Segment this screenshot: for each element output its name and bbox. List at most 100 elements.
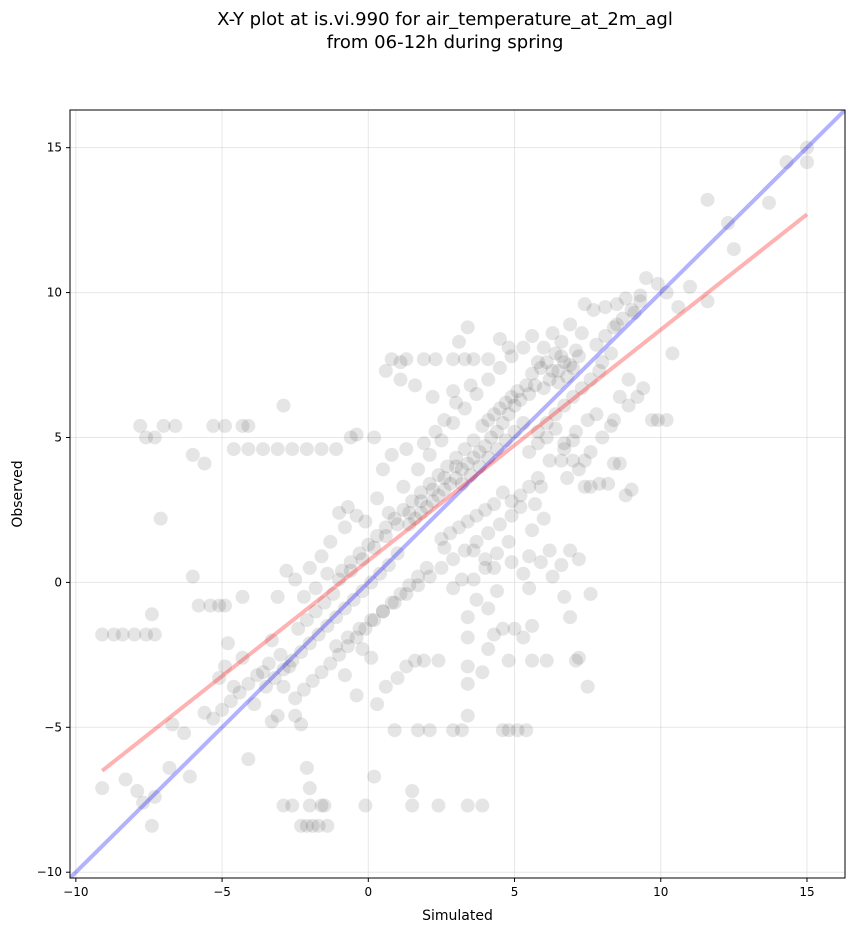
data-point <box>402 505 417 520</box>
data-point <box>402 578 417 593</box>
data-point <box>203 598 218 613</box>
data-point <box>460 659 475 674</box>
data-point <box>472 459 487 474</box>
data-point <box>577 297 592 312</box>
data-point <box>466 572 481 587</box>
data-point <box>525 653 540 668</box>
data-point <box>390 671 405 686</box>
data-point <box>405 494 420 509</box>
data-point <box>405 784 420 799</box>
data-point <box>595 355 610 370</box>
data-point <box>659 285 674 300</box>
data-point <box>463 468 478 483</box>
data-point <box>337 668 352 683</box>
data-point <box>554 558 569 573</box>
scatter-points <box>95 140 814 833</box>
data-point <box>454 723 469 738</box>
data-point <box>522 479 537 494</box>
chart-title-line-1: X-Y plot at is.vi.990 for air_temperatur… <box>217 9 673 30</box>
data-point <box>492 360 507 375</box>
data-point <box>472 444 487 459</box>
data-point <box>446 384 461 399</box>
data-point <box>402 517 417 532</box>
data-point <box>639 271 654 286</box>
data-point <box>481 526 496 541</box>
data-point <box>218 659 232 674</box>
data-point <box>381 505 396 520</box>
data-point <box>583 586 598 601</box>
data-point <box>425 482 440 497</box>
data-point <box>434 560 449 575</box>
data-point <box>577 453 592 468</box>
data-point <box>644 413 659 428</box>
data-point <box>460 320 475 335</box>
data-point <box>147 627 162 642</box>
data-point <box>530 355 545 370</box>
data-point <box>779 155 794 170</box>
data-point <box>469 387 484 402</box>
data-point <box>367 613 382 628</box>
data-point <box>533 360 548 375</box>
data-point <box>487 560 502 575</box>
data-point <box>507 621 522 636</box>
data-point <box>387 723 402 738</box>
data-point <box>481 413 496 428</box>
data-point <box>416 436 431 451</box>
data-point <box>469 534 484 549</box>
data-point <box>475 798 490 813</box>
data-point <box>481 642 496 657</box>
data-point <box>95 627 110 642</box>
data-point <box>317 798 332 813</box>
data-point <box>314 798 329 813</box>
data-point <box>358 798 373 813</box>
data-point <box>580 413 595 428</box>
data-point <box>528 378 542 393</box>
data-point <box>478 439 493 454</box>
data-point <box>320 818 335 833</box>
data-point <box>519 723 534 738</box>
data-point <box>478 560 493 575</box>
data-point <box>165 717 180 732</box>
data-point <box>504 389 519 404</box>
data-point <box>618 291 633 306</box>
data-point <box>191 598 206 613</box>
data-point <box>232 685 247 700</box>
data-point <box>463 378 478 393</box>
data-point <box>329 442 344 457</box>
data-point <box>501 723 516 738</box>
data-point <box>276 679 291 694</box>
data-point <box>261 656 276 671</box>
data-point <box>548 407 563 422</box>
data-point <box>580 679 595 694</box>
data-point <box>466 352 481 367</box>
data-point <box>571 552 586 567</box>
data-point <box>314 665 329 680</box>
data-point <box>583 444 598 459</box>
data-point <box>370 697 385 712</box>
data-point <box>206 418 221 433</box>
data-point <box>352 621 367 636</box>
data-point <box>323 534 338 549</box>
data-point <box>601 476 616 491</box>
data-point <box>247 697 262 712</box>
data-point <box>530 424 545 439</box>
data-point <box>612 389 627 404</box>
data-point <box>437 413 452 428</box>
data-point <box>568 343 583 358</box>
data-point <box>279 563 294 578</box>
data-point <box>457 352 472 367</box>
data-point <box>314 442 329 457</box>
data-point <box>299 442 314 457</box>
data-point <box>218 418 232 433</box>
data-point <box>411 462 426 477</box>
data-point <box>264 714 279 729</box>
data-point <box>361 537 376 552</box>
data-point <box>606 413 621 428</box>
chart-title-line-2: from 06-12h during spring <box>326 32 564 53</box>
data-point <box>349 688 364 703</box>
data-point <box>320 618 335 633</box>
data-point <box>296 682 311 697</box>
data-point <box>314 549 329 564</box>
data-point <box>411 569 426 584</box>
data-point <box>633 294 648 309</box>
